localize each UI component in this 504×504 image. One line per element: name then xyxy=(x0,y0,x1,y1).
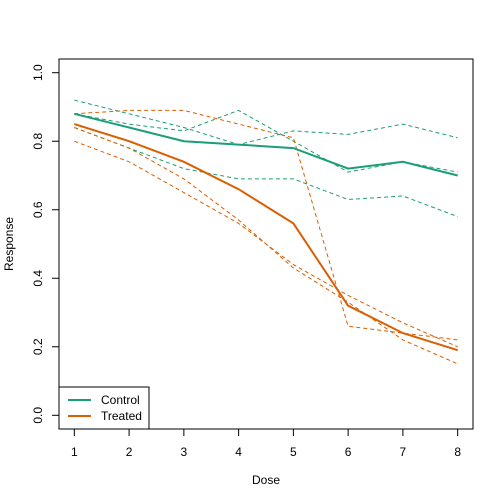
y-tick-label: 0.0 xyxy=(31,407,45,424)
replicate-line-7 xyxy=(74,127,458,365)
legend-label-treated: Treated xyxy=(101,409,142,423)
replicate-line-4 xyxy=(74,127,458,218)
legend-label-control: Control xyxy=(101,393,140,407)
y-tick-label: 1.0 xyxy=(31,64,45,81)
series-layer xyxy=(74,99,458,365)
replicate-line-3 xyxy=(74,109,458,173)
y-tick-label: 0.2 xyxy=(31,338,45,355)
replicate-line-5 xyxy=(74,109,458,341)
x-tick-label: 3 xyxy=(181,445,188,459)
x-tick-label: 7 xyxy=(400,445,407,459)
treated-line-1 xyxy=(74,123,458,352)
x-tick-label: 5 xyxy=(290,445,297,459)
replicate-line-2 xyxy=(74,99,458,146)
x-tick-label: 1 xyxy=(71,445,78,459)
legend-box xyxy=(58,386,150,430)
x-tick-label: 2 xyxy=(126,445,133,459)
x-axis: 1 2 3 4 5 6 7 8 xyxy=(71,428,461,459)
y-tick-label: 0.4 xyxy=(31,270,45,287)
control-line-0 xyxy=(74,112,458,177)
y-axis: 0.0 0.2 0.4 0.6 0.8 1.0 xyxy=(31,64,60,424)
y-tick-label: 0.8 xyxy=(31,133,45,150)
legend: Control Treated xyxy=(58,386,150,430)
x-tick-label: 8 xyxy=(454,445,461,459)
y-axis-label: Response xyxy=(2,217,16,271)
y-tick-label: 0.6 xyxy=(31,201,45,218)
x-axis-label: Dose xyxy=(252,473,280,487)
x-tick-label: 6 xyxy=(345,445,352,459)
x-tick-label: 4 xyxy=(235,445,242,459)
